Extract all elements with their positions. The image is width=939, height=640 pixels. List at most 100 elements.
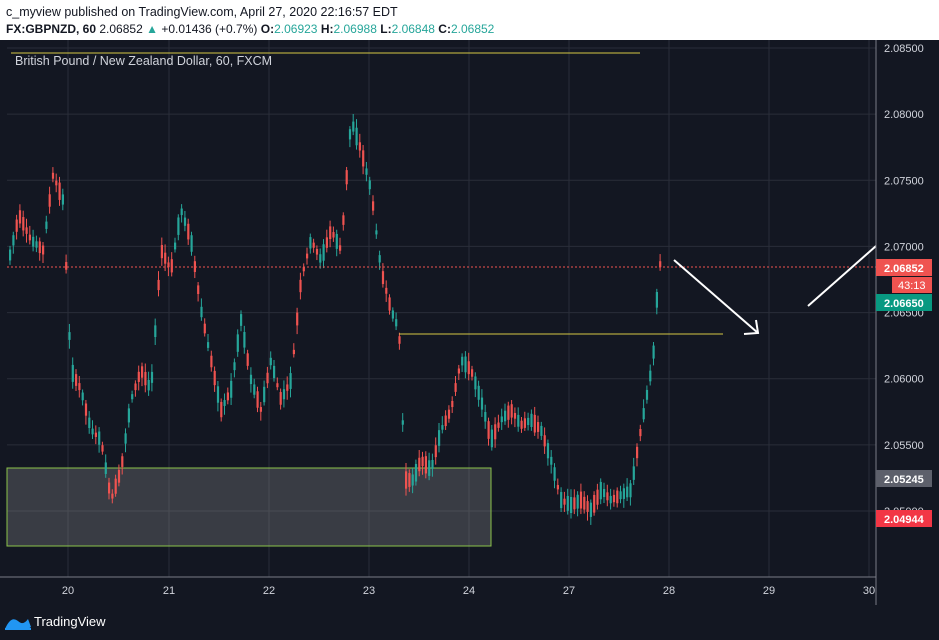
candle-body [368,180,371,190]
candle-body [395,319,398,327]
candle-body [530,413,533,428]
candle-body [292,349,295,355]
candle-body [504,410,507,422]
candle-body [405,471,408,489]
green-price-marker: 2.06650 [876,294,932,311]
candle-body [322,244,325,261]
candle-body [51,172,55,179]
candle-body [124,433,127,444]
candle-body [91,428,94,435]
close-value: 2.06852 [450,22,495,36]
time-axis[interactable]: 20 21 22 23 24 27 28 29 30 [62,585,875,597]
candle-body [170,259,173,273]
candle-body [563,498,566,505]
date-tick-label: 21 [163,585,175,597]
candle-body [200,306,203,318]
candle-body [381,271,385,285]
date-tick-label: 27 [563,585,575,597]
candle-body [117,469,121,483]
candle-body [329,226,332,240]
down-arrow-icon[interactable] [673,259,760,335]
candle-body [150,371,154,383]
candle-body [500,416,503,423]
candle-body [312,242,315,248]
candle-body [553,467,556,481]
candle-body [570,497,573,513]
candle-body [256,391,259,408]
candle-body [372,201,375,211]
candle-body [78,383,81,391]
date-tick-label: 29 [763,585,775,597]
candle-body [104,462,107,474]
high-value: 2.06988 [333,22,377,36]
candle-body [203,323,206,334]
candle-body [157,279,160,291]
date-tick-label: 23 [363,585,375,597]
demand-zone[interactable] [6,467,492,547]
candle-body [160,245,163,259]
candle-body [137,371,140,382]
candle-body [649,370,652,382]
candle-body [659,261,662,268]
candle-body [269,357,272,366]
candle-body [61,194,64,205]
candle-body [358,142,361,151]
candle-body [513,413,517,419]
candle-body [121,456,124,467]
current-price-marker: 2.06852 43:13 [876,259,932,293]
price-tick-label: 2.06000 [884,374,924,386]
candle-body [560,492,563,509]
candle-body [652,345,655,359]
candle-body [141,366,144,378]
candle-body [586,501,589,512]
date-tick-label: 30 [863,585,875,597]
candle-body [596,489,599,505]
candle-body [434,445,437,458]
candle-body [398,336,401,344]
candle-body [546,443,550,459]
up-trend-line[interactable] [807,245,877,307]
candle-body [98,431,101,445]
candle-body [42,245,45,255]
candle-body [22,217,25,231]
green-price-label: 2.06650 [884,298,924,310]
candle-body [279,392,282,405]
candle-body [48,194,51,207]
candle-body [65,262,68,270]
candle-body [220,401,223,418]
price-change: +0.01436 (+0.7%) [161,22,258,36]
candle-body [431,459,434,469]
low-label: L: [380,22,392,36]
candle-body [213,370,216,386]
candle-body [240,314,243,326]
candle-body [131,394,134,400]
candle-body [636,446,639,459]
candle-body [451,400,454,408]
date-tick-label: 28 [663,585,675,597]
candle-body [490,429,493,448]
candle-body [428,460,431,476]
open-value: 2.06923 [274,22,318,36]
candle-body [174,242,177,250]
candle-body [12,235,15,246]
candle-body [147,379,150,391]
candle-body [193,261,196,272]
candle-body [210,355,213,368]
candle-body [362,150,365,167]
tradingview-logo-icon[interactable] [5,619,31,630]
candle-body [81,392,84,401]
last-price: 2.06852 [99,22,143,36]
chart-title: British Pound / New Zealand Dollar, 60, … [15,54,272,68]
candle-body [190,235,193,252]
candle-body [533,414,536,433]
tradingview-brand[interactable]: TradingView [34,614,106,629]
candle-body [626,486,629,498]
chart-area[interactable]: 2.08500 2.08000 2.07500 2.07000 2.06500 2.060… [0,40,939,640]
candle-body [55,180,58,186]
candle-body [45,221,48,229]
candle-body [249,374,253,385]
candle-body [609,495,612,504]
candle-body [655,292,658,308]
candle-body [457,368,460,374]
price-chart[interactable]: 2.085002.080002.075002.070002.065002.060… [0,40,939,640]
